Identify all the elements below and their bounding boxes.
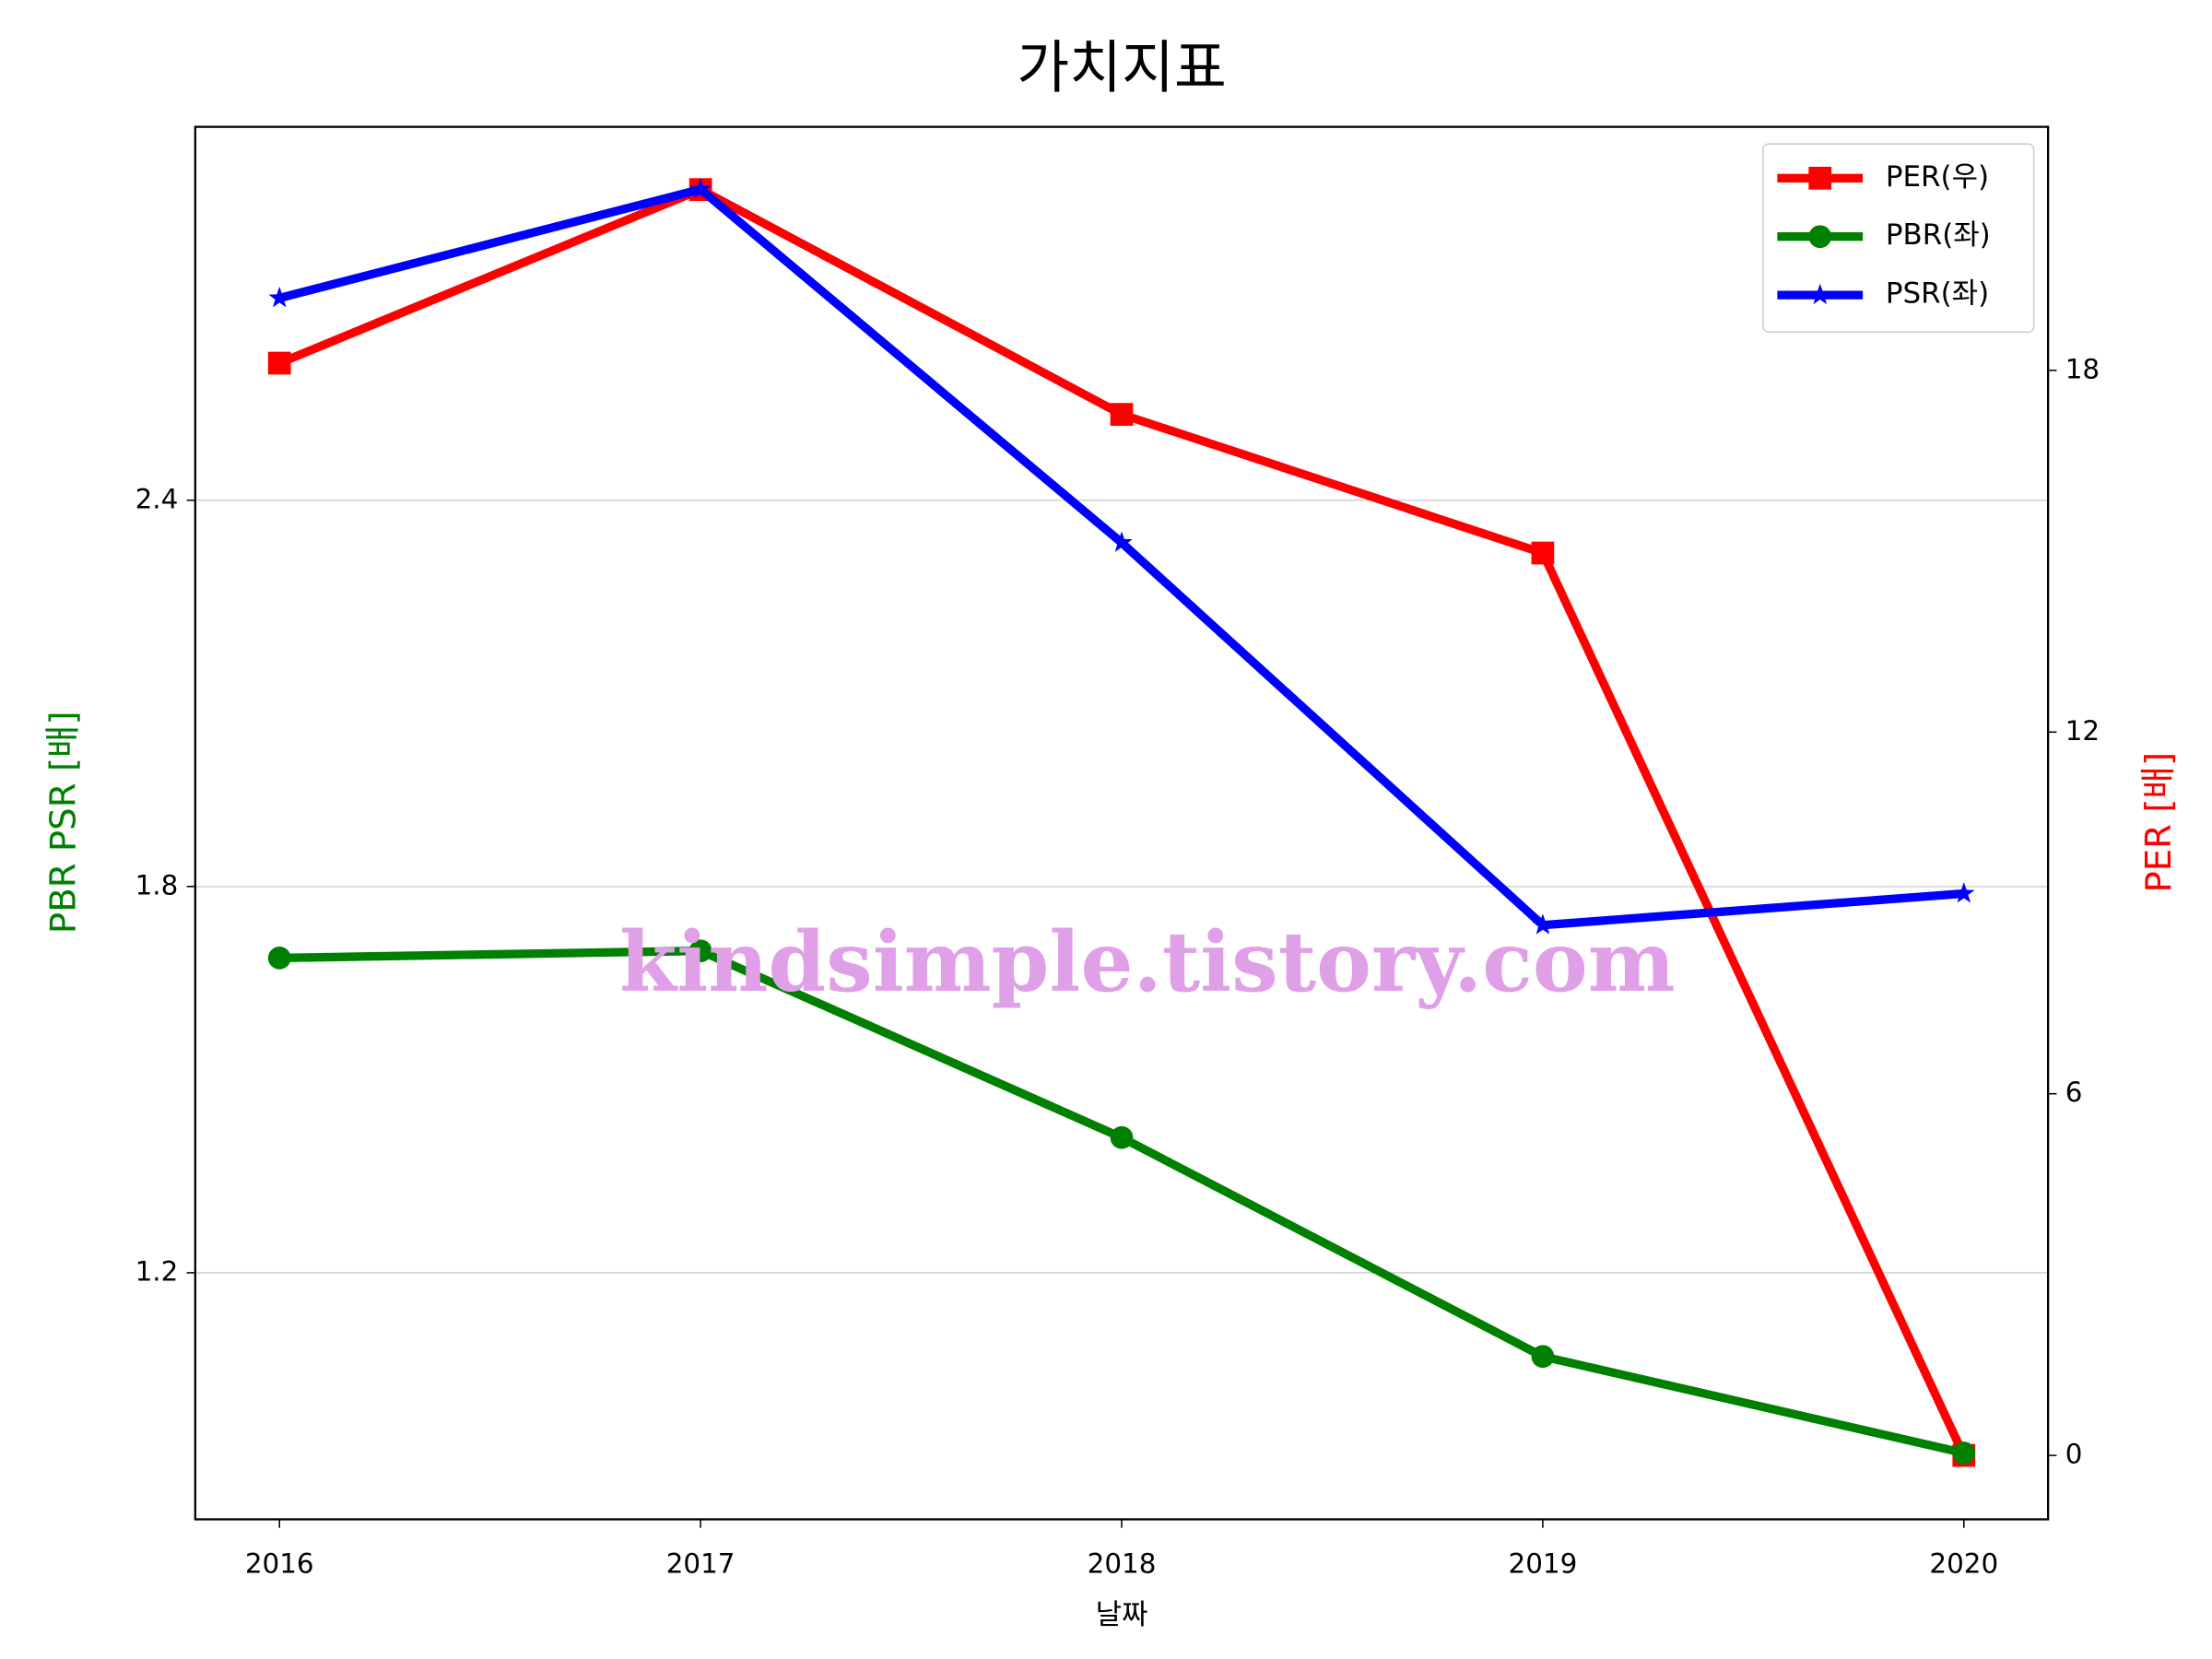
y2-tick-label: 12	[2065, 715, 2100, 747]
marker	[1952, 1441, 1976, 1465]
y-axis-label: PBR PSR [배]	[43, 711, 85, 934]
y-tick-label: 1.2	[135, 1255, 179, 1287]
marker	[267, 947, 291, 970]
y2-tick-label: 18	[2065, 353, 2100, 384]
marker	[688, 939, 712, 963]
marker	[1532, 913, 1554, 935]
legend-box	[1762, 143, 2035, 334]
series	[268, 178, 1975, 935]
x-tick-label: 2020	[1929, 1547, 1998, 1579]
legend-label: PBR(좌)	[1886, 218, 1991, 252]
marker	[1953, 882, 1975, 903]
legend-marker	[1808, 166, 1832, 190]
marker	[1531, 541, 1555, 565]
x-tick-label: 2018	[1088, 1547, 1157, 1579]
x-tick-label: 2017	[666, 1547, 735, 1579]
chart-title: 가치지표	[1017, 34, 1227, 100]
marker	[267, 351, 291, 375]
legend-marker	[1808, 283, 1831, 305]
legend-label: PSR(좌)	[1886, 277, 1989, 311]
x-tick-label: 2019	[1509, 1547, 1578, 1579]
marker	[689, 178, 712, 199]
marker	[1531, 1345, 1555, 1369]
line	[279, 947, 1965, 1458]
y-tick-label: 1.8	[135, 869, 179, 900]
legend-label: PER(우)	[1886, 160, 1989, 194]
legend-marker	[1808, 225, 1832, 249]
line	[278, 184, 1965, 930]
marker	[1110, 1125, 1134, 1149]
series	[267, 939, 1976, 1465]
series	[267, 178, 1976, 1467]
watermark: kindsimple.tistory.com	[619, 914, 1676, 1011]
plot-frame	[194, 125, 2050, 1521]
line	[277, 185, 1968, 1458]
marker	[268, 287, 290, 308]
y-tick-label: 2.4	[135, 483, 179, 514]
x-tick-label: 2016	[245, 1547, 314, 1579]
y2-axis-label: PER [배]	[2138, 752, 2180, 893]
x-axis-label: 날짜	[1096, 1598, 1148, 1631]
marker	[1110, 403, 1134, 426]
y2-tick-label: 6	[2065, 1077, 2083, 1108]
marker	[1111, 531, 1133, 552]
y2-tick-label: 0	[2065, 1439, 2083, 1470]
